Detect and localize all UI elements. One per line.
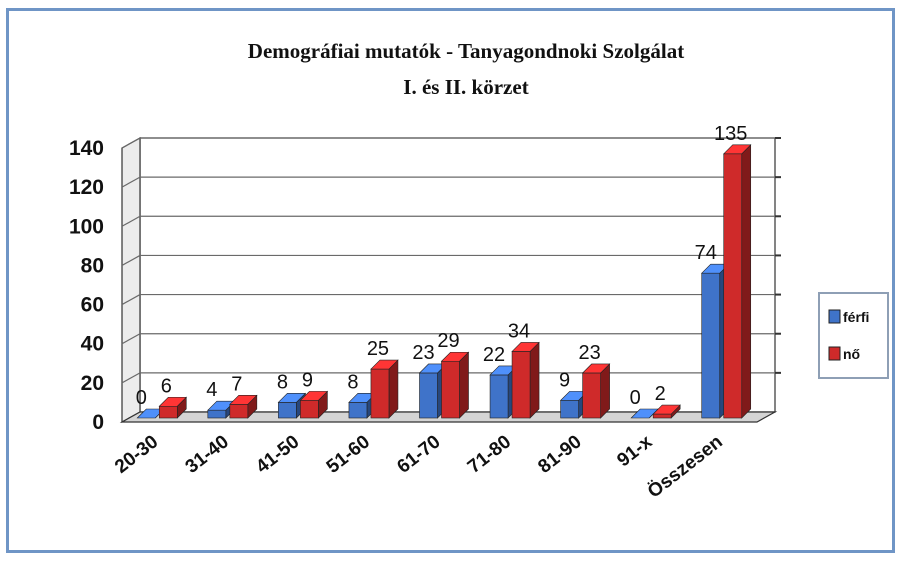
bar-top bbox=[158, 396, 188, 407]
value-label-nő: 9 bbox=[302, 369, 313, 391]
value-label-férfi: 8 bbox=[277, 371, 288, 393]
bar-nő-91-x bbox=[652, 404, 681, 419]
y-tick-label: 100 bbox=[69, 215, 104, 238]
bar-nő-51-60 bbox=[370, 359, 399, 419]
legend-swatch-no bbox=[828, 346, 841, 361]
y-tick-label: 120 bbox=[69, 176, 104, 199]
bar-nő-Összesen bbox=[722, 144, 752, 419]
value-label-nő: 29 bbox=[437, 330, 459, 352]
bar-front bbox=[419, 372, 438, 419]
gridline-side bbox=[121, 333, 141, 345]
legend: férfi nő bbox=[818, 292, 889, 379]
bar-front bbox=[652, 413, 672, 419]
value-label-férfi: 8 bbox=[347, 371, 358, 393]
bar-nő-31-40 bbox=[229, 394, 258, 419]
bar-front bbox=[489, 374, 509, 419]
x-tick-label: 91-x bbox=[613, 431, 656, 471]
bar-side bbox=[459, 351, 469, 419]
legend-label-no: nő bbox=[843, 346, 860, 362]
bar-front bbox=[370, 368, 390, 419]
x-tick-label: 71-80 bbox=[464, 431, 515, 477]
bar-side bbox=[741, 144, 752, 419]
bars bbox=[136, 144, 752, 419]
bar-top bbox=[229, 394, 258, 405]
bar-front bbox=[441, 360, 460, 419]
bar-top bbox=[652, 404, 681, 415]
gridline-side bbox=[121, 137, 141, 149]
bar-top bbox=[511, 342, 540, 352]
gridline-side bbox=[121, 294, 141, 306]
value-label-nő: 7 bbox=[231, 373, 242, 395]
bar-front bbox=[207, 409, 227, 419]
legend-label-ferfi: férfi bbox=[843, 309, 869, 325]
bar-side bbox=[529, 341, 540, 419]
y-tick-label: 140 bbox=[69, 137, 104, 160]
value-label-férfi: 9 bbox=[559, 369, 570, 391]
bar-top bbox=[722, 144, 752, 155]
side-wall bbox=[121, 136, 141, 424]
y-tick-label: 20 bbox=[81, 372, 104, 395]
bar-front bbox=[300, 400, 319, 419]
x-tick-label: 81-90 bbox=[534, 431, 585, 477]
bar-side bbox=[600, 363, 610, 419]
chart-subtitle: I. és II. körzet bbox=[403, 75, 528, 99]
chart-title: Demográfiai mutatók - Tanyagondnoki Szol… bbox=[248, 39, 684, 63]
value-label-férfi: 0 bbox=[630, 387, 641, 409]
value-label-nő: 34 bbox=[508, 320, 530, 342]
bar-front bbox=[278, 402, 297, 419]
y-tick-label: 0 bbox=[92, 411, 104, 434]
y-axis-ticks: 0 20 40 60 80 100 120 140 bbox=[69, 137, 104, 434]
value-label-férfi: 74 bbox=[695, 242, 717, 264]
gridline-side bbox=[121, 372, 141, 384]
bar-nő-81-90 bbox=[581, 363, 611, 419]
y-tick-label: 60 bbox=[81, 294, 104, 317]
bar-top bbox=[440, 351, 470, 362]
x-tick-label: Összesen bbox=[644, 431, 727, 502]
value-label-nő: 25 bbox=[367, 338, 389, 360]
y-tick-label: 80 bbox=[81, 254, 104, 277]
x-tick-label: 41-50 bbox=[252, 431, 303, 477]
value-label-nő: 2 bbox=[655, 383, 666, 405]
gridline-side bbox=[121, 215, 141, 227]
bar-front bbox=[701, 272, 721, 419]
x-tick-label: 61-70 bbox=[393, 431, 444, 477]
legend-box bbox=[818, 292, 889, 379]
gridline-side bbox=[121, 176, 141, 188]
bar-side bbox=[388, 359, 399, 419]
value-label-nő: 135 bbox=[714, 123, 747, 145]
x-tick-label: 31-40 bbox=[182, 431, 233, 477]
value-label-férfi: 23 bbox=[412, 342, 434, 364]
bar-nő-20-30 bbox=[158, 396, 188, 419]
value-label-férfi: 0 bbox=[136, 387, 147, 409]
bar-nő-41-50 bbox=[299, 390, 329, 419]
bar-front bbox=[229, 403, 249, 419]
bar-front bbox=[511, 351, 531, 419]
value-label-nő: 23 bbox=[578, 342, 600, 364]
bar-front bbox=[723, 153, 743, 419]
bar-front bbox=[158, 405, 178, 419]
x-tick-label: 51-60 bbox=[323, 431, 374, 477]
x-tick-label: 20-30 bbox=[111, 431, 162, 477]
gridline-side bbox=[121, 254, 141, 266]
y-tick-label: 40 bbox=[81, 333, 104, 356]
bar-top bbox=[370, 359, 399, 370]
bar-top bbox=[581, 363, 611, 374]
value-label-férfi: 22 bbox=[483, 344, 505, 366]
bar-top bbox=[299, 391, 329, 401]
x-axis-ticks: 20-30 31-40 41-50 51-60 61-70 71-80 81-90 91-xÖ… bbox=[111, 431, 727, 502]
bar-top bbox=[277, 393, 307, 403]
legend-swatch-ferfi bbox=[828, 309, 841, 324]
bar-nő-71-80 bbox=[511, 341, 540, 419]
bar-nő-61-70 bbox=[440, 351, 470, 419]
bar-front bbox=[560, 400, 579, 419]
value-label-férfi: 4 bbox=[206, 379, 217, 401]
value-label-nő: 6 bbox=[161, 375, 172, 397]
bar-front bbox=[582, 372, 601, 419]
bar-front bbox=[348, 402, 368, 419]
